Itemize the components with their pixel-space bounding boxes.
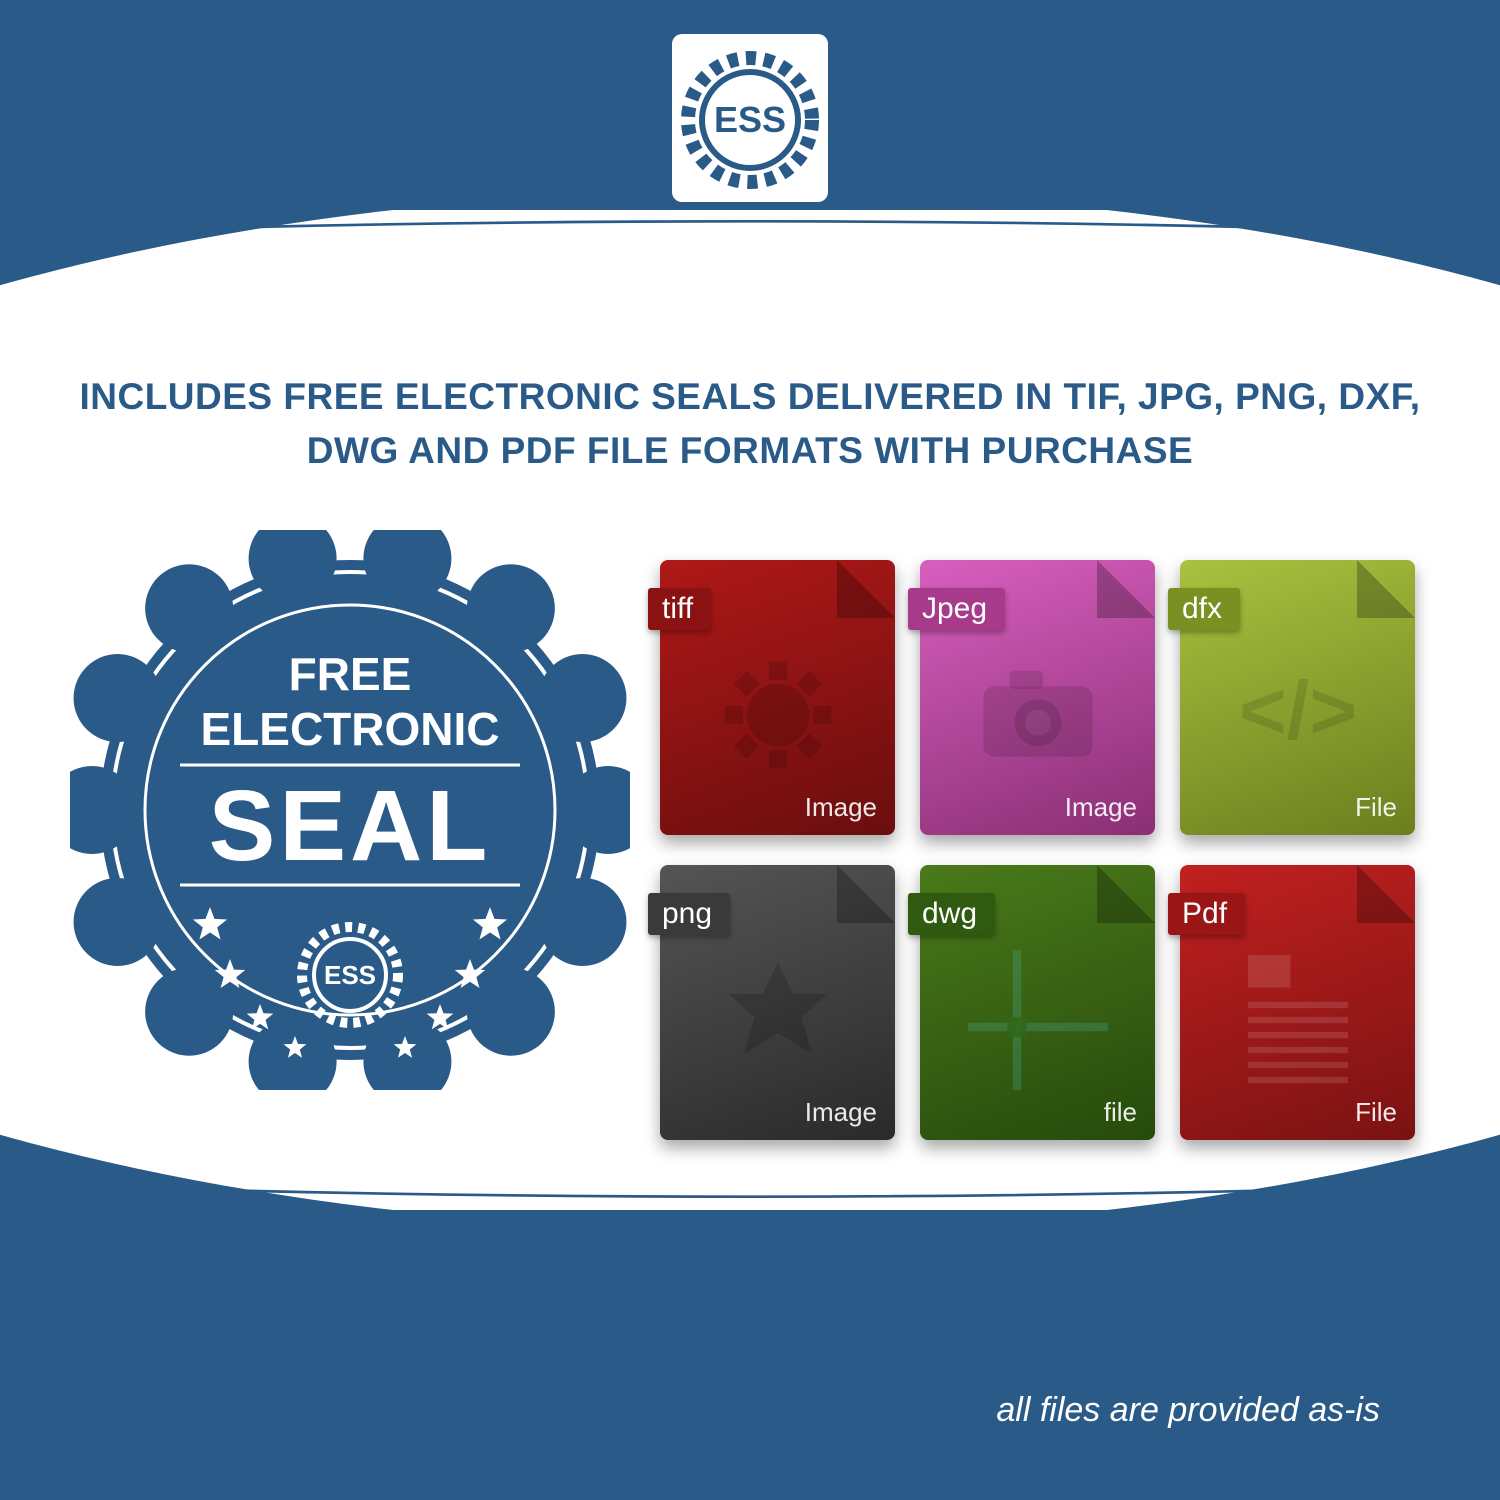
file-type-label: Image — [805, 1097, 877, 1128]
svg-text:ELECTRONIC: ELECTRONIC — [201, 703, 500, 755]
file-tag-label: png — [648, 893, 730, 935]
file-tag-label: tiff — [648, 588, 711, 630]
file-card-tiff: tiff Image — [660, 560, 895, 835]
page-fold-icon — [837, 865, 895, 923]
file-card-jpeg: Jpeg Image — [920, 560, 1155, 835]
file-tag-label: Pdf — [1168, 893, 1245, 935]
gear-icon — [708, 655, 848, 775]
svg-text:ESS: ESS — [324, 960, 376, 990]
grid-icon — [968, 960, 1108, 1080]
file-card-dwg: dwg file — [920, 865, 1155, 1140]
svg-text:FREE: FREE — [289, 648, 412, 700]
file-type-label: File — [1355, 792, 1397, 823]
file-card-pdf: Pdf File — [1180, 865, 1415, 1140]
camera-icon — [968, 655, 1108, 775]
page-fold-icon — [1097, 865, 1155, 923]
page-fold-icon — [1097, 560, 1155, 618]
file-card-png: png Image — [660, 865, 895, 1140]
file-type-label: Image — [805, 792, 877, 823]
bottom-arc-accent — [0, 1180, 1500, 1200]
file-type-label: file — [1104, 1097, 1137, 1128]
top-arc-accent — [0, 218, 1500, 238]
burst-icon — [708, 960, 848, 1080]
page-fold-icon — [837, 560, 895, 618]
svg-text:SEAL: SEAL — [209, 770, 492, 882]
page-fold-icon — [1357, 560, 1415, 618]
doc-icon — [1228, 960, 1368, 1080]
file-card-dfx: dfx </> File — [1180, 560, 1415, 835]
svg-text:ESS: ESS — [714, 99, 786, 140]
file-type-label: Image — [1065, 792, 1137, 823]
disclaimer-text: all files are provided as-is — [996, 1391, 1380, 1430]
free-electronic-seal-badge: FREE ELECTRONIC SEAL ESS — [70, 530, 630, 1090]
file-type-label: File — [1355, 1097, 1397, 1128]
headline-text: INCLUDES FREE ELECTRONIC SEALS DELIVERED… — [70, 370, 1430, 477]
ess-logo: ESS — [650, 20, 850, 240]
file-tag-label: dfx — [1168, 588, 1240, 630]
file-tag-label: dwg — [908, 893, 995, 935]
file-tag-label: Jpeg — [908, 588, 1005, 630]
page-fold-icon — [1357, 865, 1415, 923]
file-format-grid: tiff Image Jpeg Image dfx </> File png I… — [660, 560, 1415, 1145]
svg-text:</>: </> — [1238, 665, 1356, 756]
code-icon: </> — [1228, 655, 1368, 775]
